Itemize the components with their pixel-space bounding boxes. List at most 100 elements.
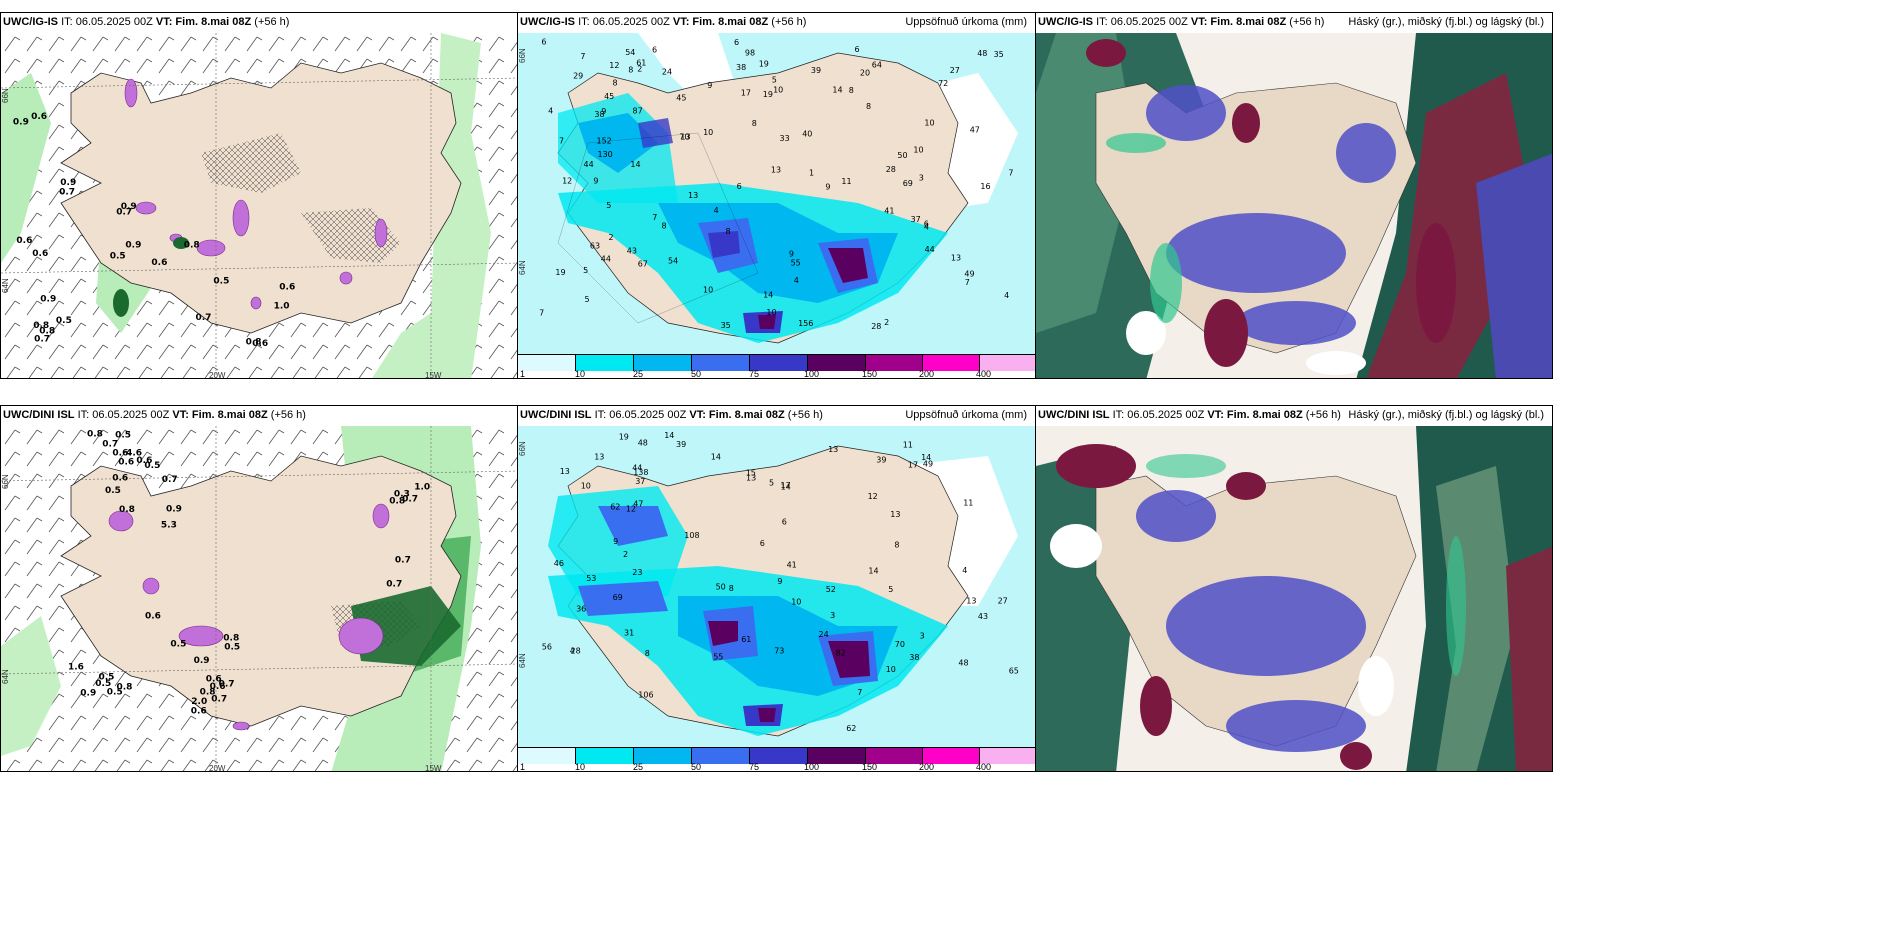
value-label: 44 (632, 464, 642, 473)
panel-title: UWC/IG-IS IT: 06.05.2025 00Z VT: Fim. 8.… (1038, 16, 1325, 28)
value-label: 9 (593, 177, 598, 186)
value-label: 9 (707, 81, 712, 90)
value-label: 0.5 (224, 643, 240, 653)
value-label: 0.6 (210, 682, 226, 692)
value-label: 4 (924, 222, 929, 231)
value-label: 48 (958, 658, 968, 667)
value-label: 0.5 (99, 673, 115, 683)
value-label: 19 (763, 90, 773, 99)
value-label: 156 (798, 319, 813, 328)
value-label: 12 (609, 61, 619, 70)
value-label: 13 (966, 596, 976, 605)
value-label: 14 (630, 160, 640, 169)
value-label: 8 (662, 222, 667, 231)
value-label: 54 (668, 257, 678, 266)
panel-subtitle: Háský (gr.), miðský (fj.bl.) og lágský (… (1348, 409, 1544, 421)
value-label: 8 (613, 79, 618, 88)
value-label: 46 (554, 559, 564, 568)
value-label: 0.6 (112, 474, 128, 484)
value-label: 10 (886, 665, 896, 674)
colorbar-label: 150 (862, 762, 878, 772)
value-label: 10 (791, 597, 801, 606)
value-label: 10 (913, 146, 923, 155)
value-label: 0.5 (95, 679, 111, 689)
value-label: 5 (606, 201, 611, 210)
colorbar-label: 50 (691, 762, 702, 772)
value-label: 48 (977, 49, 987, 58)
wind-map: 0.6 0.50.70.50.80.70.50.80.70.60.50.80.60… (1, 426, 517, 771)
value-label: 0.9 (125, 241, 141, 251)
value-label: 44 (601, 255, 611, 264)
value-label: 63 (590, 241, 600, 250)
value-label: 69 (613, 593, 623, 602)
value-label: 4 (548, 107, 553, 116)
value-label: 9 (825, 183, 830, 192)
value-label: 47 (633, 500, 643, 509)
value-label: 5 (769, 479, 774, 488)
value-label: 0.7 (395, 555, 411, 565)
lat-label: 66N (518, 441, 527, 456)
value-label: 12 (562, 177, 572, 186)
panel-title: UWC/DINI ISL IT: 06.05.2025 00Z VT: Fim.… (520, 409, 823, 421)
value-label: 7 (652, 213, 657, 222)
value-label: 17 (741, 88, 751, 97)
value-label: 0.6 (206, 674, 222, 684)
value-label: 5.3 (161, 521, 177, 531)
value-label: 49 (964, 269, 974, 278)
value-label: 37 (635, 477, 645, 486)
lat-label: 64N (1, 278, 10, 293)
value-label: 40 (802, 129, 812, 138)
value-label: 62 (610, 503, 620, 512)
value-label: 19 (555, 268, 565, 277)
value-label: 44 (584, 160, 594, 169)
value-label: 3 (919, 174, 924, 183)
value-label: 19 (759, 60, 769, 69)
lat-label: 64N (1, 669, 10, 684)
value-label: 0.7 (34, 335, 50, 345)
value-label: 44 (925, 245, 935, 254)
value-label: 2 (623, 550, 628, 559)
value-label: 6 (924, 219, 929, 228)
value-label: 6 (855, 45, 860, 54)
value-label: 8 (866, 102, 871, 111)
value-label: 43 (978, 612, 988, 621)
panel-dini-wind: UWC/DINI ISL IT: 06.05.2025 00Z VT: Fim.… (0, 405, 518, 772)
value-label: 0.8 (223, 634, 239, 644)
value-label: 64 (872, 61, 882, 70)
colorbar-label: 25 (633, 369, 644, 379)
value-label: 14 (781, 483, 791, 492)
value-label: 4.6 (126, 449, 142, 459)
value-label: 10 (581, 482, 591, 491)
precip-colorbar (518, 747, 1035, 764)
value-label: 4 (962, 566, 967, 575)
value-label: 12 (626, 504, 636, 513)
lat-label: 64N (518, 653, 527, 668)
value-label: 14 (832, 85, 842, 94)
colorbar-label: 10 (575, 762, 586, 772)
value-label: 16 (980, 182, 990, 191)
value-label: 70 (895, 640, 905, 649)
value-label: 47 (970, 125, 980, 134)
colorbar-label: 200 (919, 369, 935, 379)
value-label: 0.8 (119, 505, 135, 515)
value-label: 0.8 (200, 688, 216, 698)
value-label: 0.9 (194, 656, 210, 666)
value-label: 2.0 (191, 697, 207, 707)
panel-title: UWC/DINI ISL IT: 06.05.2025 00Z VT: Fim.… (1038, 409, 1341, 421)
value-label: 8 (729, 584, 734, 593)
value-label: 0.7 (386, 579, 402, 589)
panel-subtitle: Uppsöfnuð úrkoma (mm) (905, 409, 1027, 421)
value-label: 7 (580, 52, 585, 61)
value-label: 98 (745, 49, 755, 58)
value-label: 69 (903, 179, 913, 188)
colorbar-label: 50 (691, 369, 702, 379)
value-label: 0.6 (31, 112, 47, 122)
value-label: 0.8 (117, 682, 133, 692)
value-label: 0.7 (402, 495, 418, 505)
value-label: 27 (998, 596, 1008, 605)
colorbar-label: 10 (575, 369, 586, 379)
wind-map: 0.70.71.00.90.90.90.70.80.60.90.60.70.90… (1, 33, 517, 378)
value-label: 0.5 (56, 316, 72, 326)
value-label: 138 (633, 468, 648, 477)
colorbar-label: 1 (520, 369, 526, 379)
